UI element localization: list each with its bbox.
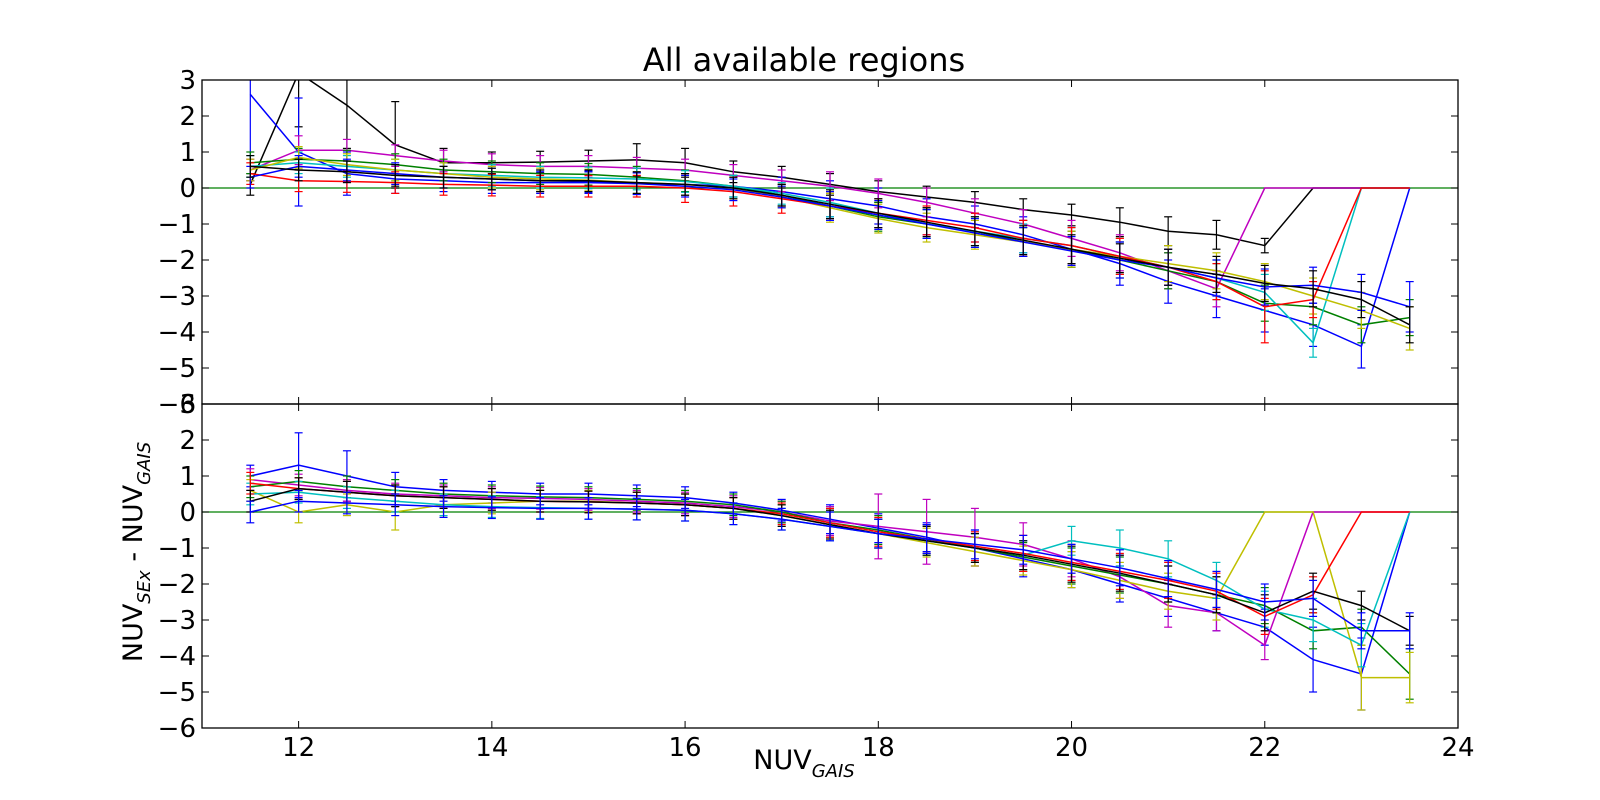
- y-tick-label: −6: [158, 390, 196, 420]
- y-tick-label: −2: [158, 246, 196, 276]
- x-tick-label: 22: [1248, 733, 1281, 763]
- y-tick-label: −5: [158, 354, 196, 384]
- x-tick-label: 18: [862, 733, 895, 763]
- y-tick-label: 0: [179, 174, 196, 204]
- x-tick-label: 12: [282, 733, 315, 763]
- y-tick-label: −5: [158, 678, 196, 708]
- series-9: [246, 155, 1414, 344]
- y-axis-label-a-sub: SEx: [134, 570, 155, 604]
- y-axis-label-a: NUV: [118, 603, 149, 662]
- y-tick-label: −4: [158, 642, 196, 672]
- y-axis-label-b: NUV: [118, 484, 149, 543]
- series-5: [246, 151, 1410, 358]
- y-tick-label: 2: [179, 426, 196, 456]
- x-axis-label: NUVGAIS: [753, 745, 854, 782]
- y-tick-label: −6: [158, 714, 196, 744]
- y-tick-label: 0: [179, 498, 196, 528]
- y-axis-label: NUVSEx - NUVGAIS: [118, 442, 155, 662]
- x-tick-label: 14: [475, 733, 508, 763]
- y-axis-label-b-sub: GAIS: [134, 442, 155, 485]
- y-tick-label: 1: [179, 462, 196, 492]
- y-tick-label: −1: [158, 210, 196, 240]
- series-8: [246, 489, 1414, 650]
- x-tick-label: 20: [1055, 733, 1088, 763]
- y-tick-label: −4: [158, 318, 196, 348]
- y-tick-label: −1: [158, 534, 196, 564]
- series-1: [246, 432, 1411, 711]
- x-axis-label-main: NUV: [753, 745, 812, 776]
- y-tick-label: −3: [158, 606, 196, 636]
- upper-panel: 3 2 1 0 −1 −2 −3 −4 −5 −6: [158, 66, 1459, 420]
- y-tick-label: −2: [158, 570, 196, 600]
- y-tick-label: 2: [179, 102, 196, 132]
- x-tick-label: 16: [669, 733, 702, 763]
- panel-frame: [201, 403, 1459, 729]
- x-axis-label-sub: GAIS: [812, 761, 855, 782]
- y-tick-label: 1: [179, 138, 196, 168]
- lower-panel: 3 2 1 0 −1 −2 −3 −4 −5 −6: [158, 390, 1459, 744]
- panel-frame: [201, 79, 1459, 405]
- y-tick-label: −3: [158, 282, 196, 312]
- y-tick-label: 3: [179, 390, 196, 420]
- y-tick-label: 3: [179, 66, 196, 96]
- plot-area: [202, 80, 1458, 369]
- x-tick-label: 24: [1441, 733, 1474, 763]
- y-axis-label-sep: -: [118, 543, 149, 570]
- chart-title: All available regions: [643, 41, 965, 79]
- x-tick-labels: 12 14 16 18 20 22 24: [282, 733, 1474, 763]
- series-5: [246, 480, 1411, 668]
- plot-area: [202, 432, 1458, 711]
